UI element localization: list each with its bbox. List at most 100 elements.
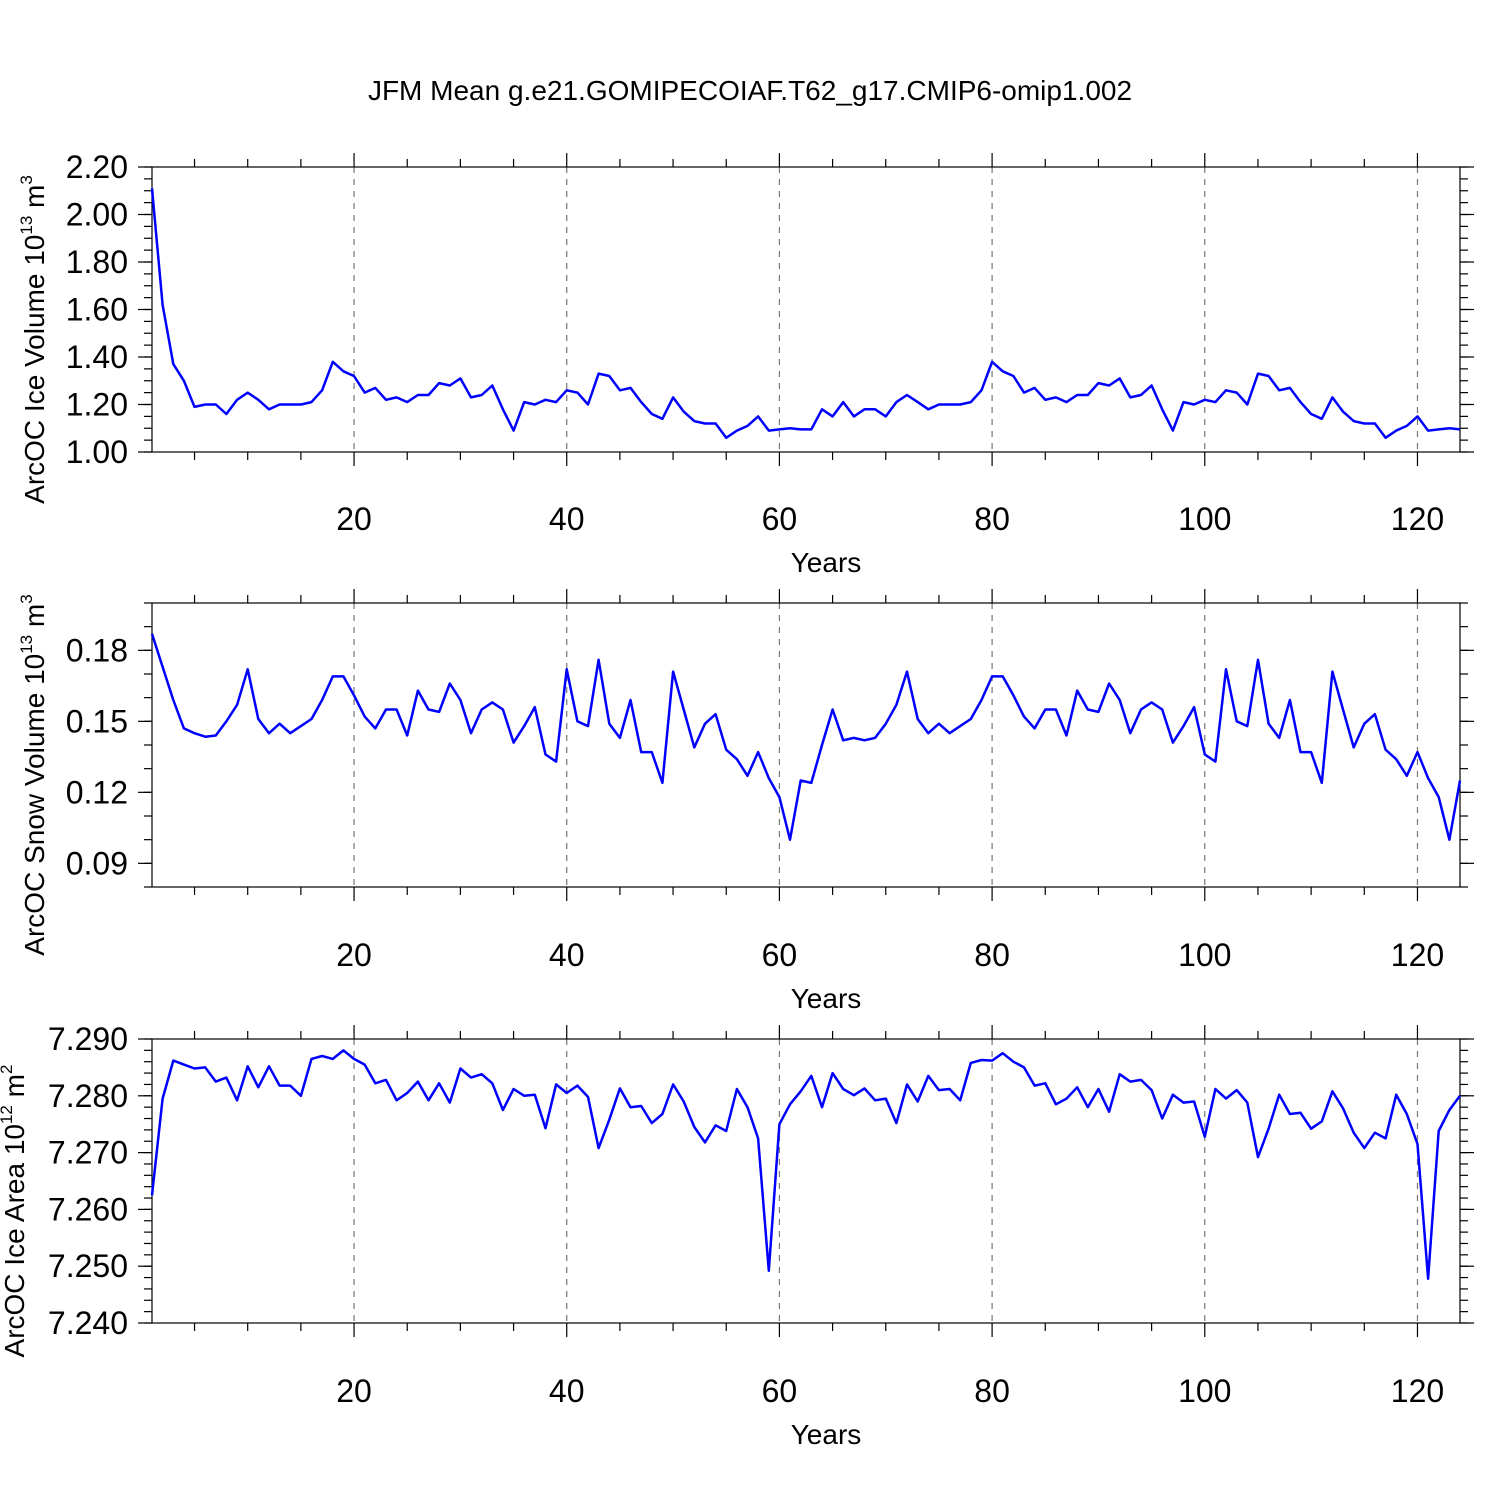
x-tick-label: 80 (974, 1373, 1010, 1409)
data-point (1459, 429, 1460, 430)
data-point (1108, 683, 1109, 684)
data-point (481, 1074, 482, 1075)
data-point (1013, 1061, 1014, 1062)
y-axis-label-unit-exponent: 3 (17, 594, 36, 603)
data-point (1438, 1130, 1439, 1131)
data-point (1225, 1098, 1226, 1099)
data-point (215, 404, 216, 405)
data-point (1236, 721, 1237, 722)
data-point (1225, 390, 1226, 391)
data-point (322, 390, 323, 391)
data-point (906, 671, 907, 672)
data-point (1268, 1128, 1269, 1129)
data-point (1364, 423, 1365, 424)
data-point (566, 390, 567, 391)
data-point (864, 1088, 865, 1089)
y-tick-label: 1.00 (66, 434, 128, 470)
data-point (1023, 392, 1024, 393)
data-point (1119, 378, 1120, 379)
data-point (534, 1094, 535, 1095)
data-point (1279, 390, 1280, 391)
data-point (524, 725, 525, 726)
data-point (1364, 1147, 1365, 1148)
data-point (896, 704, 897, 705)
y-axis-label-unit: m (19, 604, 50, 635)
data-point (1225, 669, 1226, 670)
data-point (726, 437, 727, 438)
y-tick-label: 1.40 (66, 339, 128, 375)
data-point (864, 409, 865, 410)
y-tick-label: 7.290 (48, 1021, 128, 1057)
data-point (853, 1095, 854, 1096)
data-point (236, 704, 237, 705)
data-point (353, 375, 354, 376)
data-point (247, 1066, 248, 1067)
data-point (173, 1060, 174, 1061)
data-point (1162, 1118, 1163, 1119)
x-tick-label: 80 (974, 937, 1010, 973)
data-point (502, 409, 503, 410)
data-point (1247, 725, 1248, 726)
data-point (1077, 690, 1078, 691)
panel-snow-volume: 20 40 60 80 100 120 0.09 0.12 0.15 0.18 Years ArcOC… (17, 589, 1474, 1014)
data-point (183, 728, 184, 729)
data-point (268, 409, 269, 410)
data-point (566, 669, 567, 670)
data-point (205, 736, 206, 737)
data-point (1289, 699, 1290, 700)
data-point (683, 1101, 684, 1102)
data-point (1300, 1112, 1301, 1113)
data-point (843, 740, 844, 741)
data-point (417, 394, 418, 395)
data-point (853, 737, 854, 738)
data-point (194, 1068, 195, 1069)
data-point (758, 1138, 759, 1139)
data-point (694, 747, 695, 748)
data-point (385, 709, 386, 710)
data-point (1013, 695, 1014, 696)
data-point (332, 1058, 333, 1059)
data-point (694, 1126, 695, 1127)
data-point (811, 782, 812, 783)
data-point (736, 759, 737, 760)
data-point (279, 1085, 280, 1086)
x-tick-label: 60 (762, 1373, 798, 1409)
figure-title: JFM Mean g.e21.GOMIPECOIAF.T62_g17.CMIP6… (368, 75, 1132, 106)
data-point (1279, 1094, 1280, 1095)
data-point (641, 752, 642, 753)
data-point (768, 430, 769, 431)
data-point (290, 1085, 291, 1086)
data-point (875, 409, 876, 410)
data-point (630, 387, 631, 388)
x-tick-label: 60 (762, 937, 798, 973)
data-point (545, 399, 546, 400)
data-point (502, 709, 503, 710)
data-point (991, 1060, 992, 1061)
x-tick-label: 100 (1178, 1373, 1231, 1409)
data-point (832, 416, 833, 417)
data-point (1385, 437, 1386, 438)
data-point (800, 429, 801, 430)
y-tick-label: 2.20 (66, 149, 128, 185)
x-tick-label: 40 (549, 501, 585, 537)
data-point (258, 399, 259, 400)
data-point (1162, 709, 1163, 710)
data-point (322, 1055, 323, 1056)
data-point (1055, 709, 1056, 710)
data-point (1098, 1088, 1099, 1089)
data-point (1353, 421, 1354, 422)
data-point (949, 1088, 950, 1089)
data-point (1321, 782, 1322, 783)
x-tick-label: 60 (762, 501, 798, 537)
y-axis-label-text: ArcOC Ice Area 10 (0, 1124, 30, 1357)
data-point (641, 1105, 642, 1106)
y-axis-label: ArcOC Ice Volume 1013 m3 (17, 175, 50, 504)
data-point (1247, 1102, 1248, 1103)
data-point (1289, 387, 1290, 388)
data-point (268, 1066, 269, 1067)
data-point (672, 1084, 673, 1085)
data-point (311, 402, 312, 403)
data-point (758, 752, 759, 753)
data-point (800, 1091, 801, 1092)
data-point (1406, 775, 1407, 776)
